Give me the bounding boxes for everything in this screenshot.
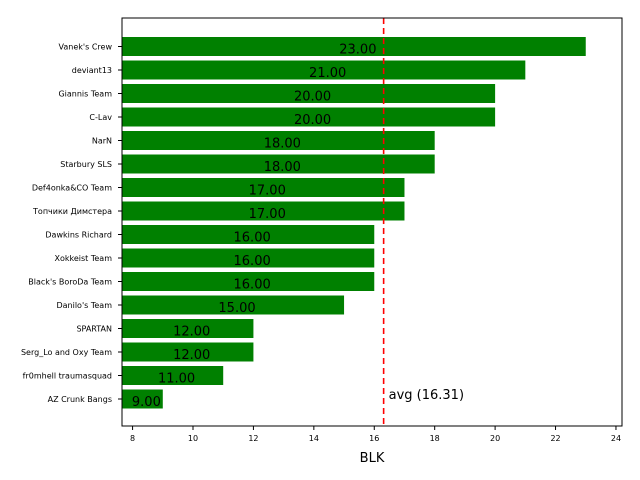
plot-frame — [121, 17, 623, 427]
x-tick-label: 20 — [490, 434, 500, 443]
bar — [122, 366, 224, 385]
bar-value-label: 20.00 — [294, 90, 331, 105]
y-tick-label: Топчики Димстера — [32, 207, 112, 216]
bar — [122, 342, 254, 362]
y-tick-label: deviant13 — [72, 66, 112, 75]
y-tick-label: SPARTAN — [76, 325, 112, 334]
bar-value-label: 20.00 — [294, 113, 331, 128]
y-tick-label: NarN — [92, 137, 112, 146]
bars-group — [122, 37, 586, 409]
x-tick-label: 22 — [550, 434, 560, 443]
bar-value-label: 18.00 — [264, 137, 301, 152]
y-axis-ticks: Vanek's Crew deviant13 Giannis Team C-Lav Na… — [21, 43, 122, 404]
x-axis-ticks: 8 10 12 14 16 18 20 22 24 — [130, 426, 621, 443]
y-tick-label: Dawkins Richard — [45, 231, 112, 240]
bar-value-label: 16.00 — [234, 254, 271, 269]
bar-value-label: 16.00 — [234, 278, 271, 293]
y-tick-label: Black's BoroDa Team — [28, 278, 112, 287]
bar — [122, 154, 435, 174]
bar — [122, 319, 254, 338]
x-tick-label: 16 — [369, 434, 379, 443]
y-tick-label: Xokkeist Team — [55, 254, 113, 263]
average-label: avg (16.31) — [389, 388, 464, 403]
bar-value-label: 15.00 — [218, 301, 255, 316]
bar-value-label: 17.00 — [249, 184, 286, 199]
bar-value-label: 11.00 — [158, 372, 195, 387]
bar — [122, 60, 526, 80]
bar — [122, 107, 496, 127]
y-tick-label: Danilo's Team — [56, 301, 112, 310]
x-axis-label: BLK — [360, 451, 385, 466]
x-tick-label: 12 — [248, 434, 258, 443]
bar-value-label: 18.00 — [264, 160, 301, 175]
bar — [122, 295, 345, 315]
x-tick-label: 10 — [188, 434, 198, 443]
y-tick-label: Giannis Team — [58, 90, 112, 99]
x-tick-label: 8 — [130, 434, 135, 443]
bar — [122, 178, 405, 197]
bar-value-label: 16.00 — [234, 231, 271, 246]
y-tick-label: C-Lav — [89, 113, 112, 122]
y-tick-label: Vanek's Crew — [59, 43, 113, 52]
bar — [122, 248, 375, 268]
bar — [122, 272, 375, 291]
bar — [122, 84, 496, 103]
bar — [122, 389, 163, 409]
bar — [122, 131, 435, 150]
bar-value-label: 9.00 — [132, 395, 161, 410]
y-tick-label: fr0mhell traumasquad — [23, 372, 112, 381]
bar-value-label: 17.00 — [249, 207, 286, 222]
bar — [122, 225, 375, 244]
bar-value-label: 12.00 — [173, 348, 210, 363]
x-tick-label: 18 — [430, 434, 440, 443]
y-tick-label: AZ Crunk Bangs — [48, 395, 112, 404]
value-labels-group: 23.00 21.00 20.00 20.00 18.00 18.00 17.00 17.00… — [132, 43, 377, 411]
y-tick-label: Serg_Lo and Oxy Team — [21, 348, 112, 357]
y-tick-label: Def4onka&CO Team — [32, 184, 112, 193]
bar-value-label: 23.00 — [339, 43, 376, 58]
y-tick-label: Starbury SLS — [60, 160, 112, 169]
x-tick-label: 24 — [611, 434, 621, 443]
bar — [122, 37, 586, 56]
bar-value-label: 21.00 — [309, 66, 346, 81]
bar-value-label: 12.00 — [173, 325, 210, 340]
bar — [122, 201, 405, 221]
x-tick-label: 14 — [309, 434, 319, 443]
